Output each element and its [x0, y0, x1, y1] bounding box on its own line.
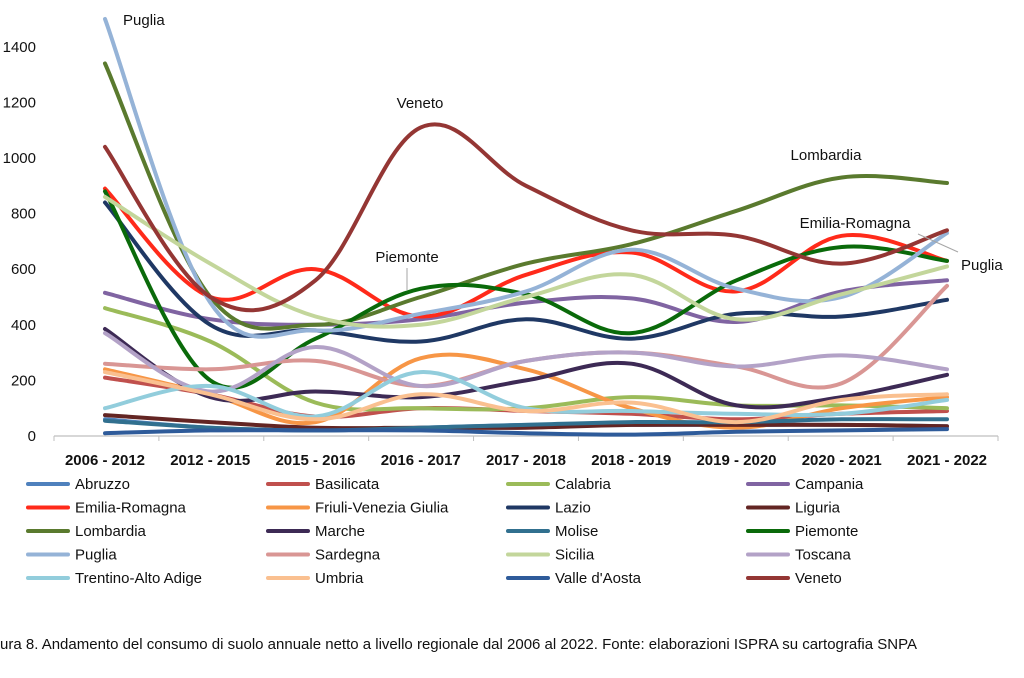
legend-label: Lazio	[555, 500, 591, 517]
series-line-valle-d-aosta	[103, 427, 949, 437]
legend-label: Liguria	[795, 500, 841, 517]
legend-label: Trentino-Alto Adige	[75, 570, 202, 587]
y-tick-label: 400	[11, 317, 36, 334]
legend-label: Piemonte	[795, 523, 858, 540]
x-tick-label: 2012 - 2015	[170, 452, 250, 469]
series-line-umbria	[103, 370, 949, 425]
legend-label: Valle d'Aosta	[555, 570, 642, 587]
y-tick-label: 1400	[3, 39, 36, 56]
x-tick-label: 2019 - 2020	[696, 452, 776, 469]
legend-label: Marche	[315, 523, 365, 540]
x-tick-label: 2006 - 2012	[65, 452, 145, 469]
legend: Abruzzo Basilicata Calabria Campania Emilia-…	[26, 476, 864, 587]
x-tick-label: 2016 - 2017	[381, 452, 461, 469]
annotation-label: Lombardia	[791, 147, 863, 164]
x-tick-label: 2018 - 2019	[591, 452, 671, 469]
legend-label: Sardegna	[315, 547, 381, 564]
annotations: Puglia Veneto Lombardia Emilia-Romagna Piemo…	[123, 12, 1003, 290]
y-tick-label: 600	[11, 261, 36, 278]
series-line-veneto	[103, 122, 949, 313]
legend-label: Molise	[555, 523, 598, 540]
y-tick-label: 0	[28, 428, 36, 445]
x-tick-label: 2020 - 2021	[802, 452, 882, 469]
legend-label: Basilicata	[315, 476, 380, 493]
x-tick-label: 2015 - 2016	[275, 452, 355, 469]
y-tick-label: 1200	[3, 94, 36, 111]
x-tick-label: 2017 - 2018	[486, 452, 566, 469]
series-line-lombardia	[103, 61, 949, 331]
legend-label: Umbria	[315, 570, 364, 587]
series-line-trentino-alto-adige	[103, 370, 949, 419]
y-tick-label: 1000	[3, 150, 36, 167]
series-line-toscana	[103, 331, 949, 394]
annotation-label: Puglia	[961, 257, 1003, 274]
series-line-puglia	[103, 17, 949, 339]
annotation-label: Puglia	[123, 12, 165, 29]
annotation-label: Emilia-Romagna	[800, 215, 912, 232]
legend-label: Sicilia	[555, 547, 595, 564]
y-axis: 0 200 400 600 800 1000 1200 1400	[3, 39, 36, 445]
series-line-lazio	[103, 200, 949, 344]
x-axis: 2006 - 2012 2012 - 2015 2015 - 2016 2016 - …	[53, 435, 999, 469]
legend-label: Campania	[795, 476, 864, 493]
series-lines	[103, 17, 949, 437]
legend-label: Lombardia	[75, 523, 147, 540]
legend-label: Friuli-Venezia Giulia	[315, 500, 449, 517]
legend-label: Emilia-Romagna	[75, 500, 187, 517]
legend-label: Toscana	[795, 547, 852, 564]
annotation-leader	[917, 233, 959, 253]
figure-caption: ura 8. Andamento del consumo di suolo an…	[0, 636, 917, 653]
legend-label: Calabria	[555, 476, 612, 493]
series-line-liguria	[103, 413, 949, 431]
line-chart: 0 200 400 600 800 1000 1200 1400 2006 - 2012 201…	[3, 12, 1004, 587]
legend-label: Veneto	[795, 570, 842, 587]
x-tick-label: 2021 - 2022	[907, 452, 987, 469]
annotation-label: Piemonte	[375, 249, 438, 266]
annotation-label: Veneto	[397, 95, 444, 112]
series-line-sicilia	[103, 194, 949, 329]
y-tick-label: 200	[11, 372, 36, 389]
legend-label: Puglia	[75, 547, 117, 564]
legend-label: Abruzzo	[75, 476, 130, 493]
y-tick-label: 800	[11, 206, 36, 223]
